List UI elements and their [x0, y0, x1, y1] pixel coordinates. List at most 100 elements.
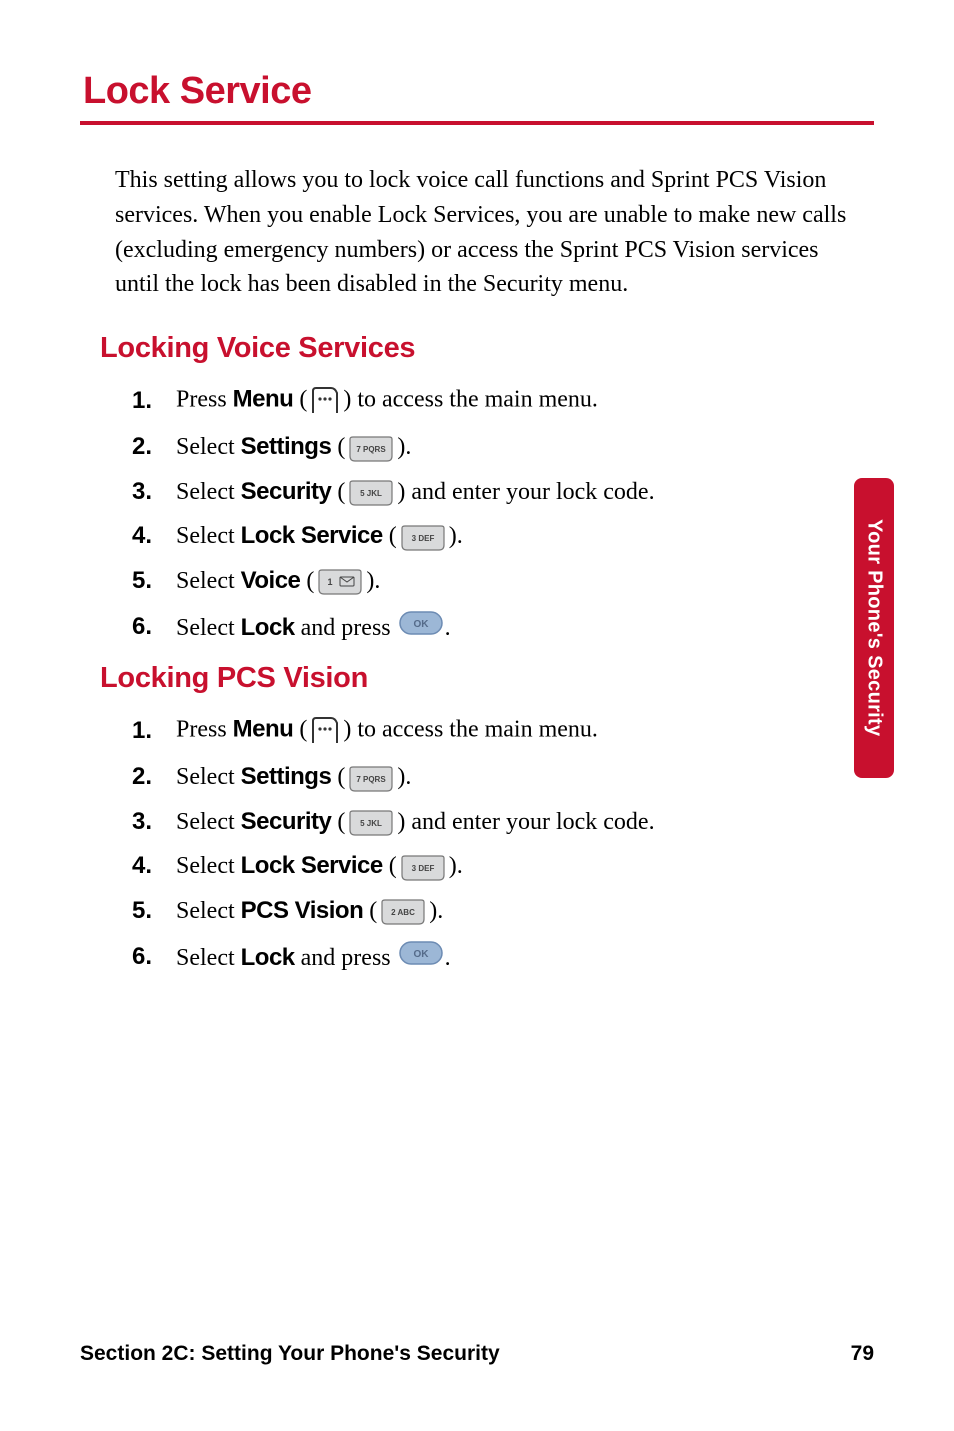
step-pre: Select [176, 945, 241, 971]
step-item: 3.Select Security ( 5 JKL ) and enter yo… [132, 808, 874, 836]
step-number: 1. [132, 717, 164, 745]
step-item: 6. Select Lock and press OK . [132, 941, 874, 972]
step-number: 4. [132, 852, 164, 880]
step-number: 6. [132, 613, 164, 641]
step-item: 5. Select Voice ( 1 ). [132, 567, 874, 595]
step-item: 3. Select Security ( 5 JKL ) and enter yo… [132, 478, 874, 506]
step-tail: ). [397, 434, 411, 460]
step-number: 5. [132, 567, 164, 595]
step-list: 1. Press Menu ( ) to access the main menu… [132, 385, 874, 642]
step-tail: ). [449, 523, 463, 549]
subsection-heading: Locking Voice Services [100, 332, 874, 365]
step-pre: Select [176, 764, 241, 790]
svg-text:5 JKL: 5 JKL [360, 489, 382, 498]
step-item: 1. Press Menu ( ) to access the main menu… [132, 715, 874, 747]
step-pre: Select [176, 853, 241, 879]
step-bold: Voice [241, 567, 301, 594]
paren-open: ( [383, 523, 397, 549]
page-title: Lock Service [83, 70, 874, 113]
phone-key-icon: 3 DEF [399, 525, 447, 551]
svg-text:7 PQRS: 7 PQRS [357, 775, 387, 784]
step-bold: Lock [241, 614, 295, 641]
svg-text:OK: OK [413, 949, 429, 960]
paren-open: ( [331, 764, 345, 790]
footer-section: Section 2C: Setting Your Phone's Securit… [80, 1342, 500, 1366]
step-bold: Lock Service [241, 852, 383, 879]
step-text: Select PCS Vision ( 2 ABC ). [176, 897, 443, 925]
step-bold: Lock Service [241, 522, 383, 549]
paren-open: ( [293, 717, 307, 743]
paren-open: ( [331, 434, 345, 460]
step-tail: ). [429, 898, 443, 924]
subsection-heading: Locking PCS Vision [100, 662, 874, 695]
step-pre: Press [176, 387, 233, 413]
manual-page: Lock Service This setting allows you to … [0, 0, 954, 1431]
svg-text:3 DEF: 3 DEF [411, 534, 434, 543]
step-text: Select Security ( 5 JKL ) and enter your… [176, 478, 655, 506]
step-pre: Select [176, 434, 241, 460]
step-text: Select Security ( 5 JKL ) and enter your… [176, 808, 655, 836]
step-tail: ). [449, 853, 463, 879]
side-tab: Your Phone's Security [854, 478, 894, 778]
svg-text:1: 1 [328, 577, 333, 587]
step-text: Select Lock and press OK . [176, 941, 451, 972]
step-tail: ) and enter your lock code. [397, 809, 654, 835]
step-number: 2. [132, 763, 164, 791]
title-rule [80, 121, 874, 125]
step-tail: ) and enter your lock code. [397, 479, 654, 505]
step-pre: Select [176, 615, 241, 641]
step-text: Select Voice ( 1 ). [176, 567, 380, 595]
paren-open: ( [363, 898, 377, 924]
step-number: 4. [132, 522, 164, 550]
step-number: 6. [132, 943, 164, 971]
step-bold: Settings [241, 763, 332, 790]
step-number: 3. [132, 478, 164, 506]
paren-open: ( [383, 853, 397, 879]
svg-text:7 PQRS: 7 PQRS [357, 445, 387, 454]
step-text: Select Lock Service ( 3 DEF ). [176, 522, 463, 550]
step-item: 6. Select Lock and press OK . [132, 611, 874, 642]
phone-key-icon: 7 PQRS [347, 436, 395, 462]
step-text: Select Settings ( 7 PQRS ). [176, 433, 411, 461]
step-bold: Security [241, 478, 332, 505]
step-text: Select Lock Service ( 3 DEF ). [176, 852, 463, 880]
svg-text:OK: OK [413, 619, 429, 630]
step-mid: and press [295, 615, 397, 641]
side-tab-label: Your Phone's Security [863, 519, 886, 736]
svg-text:2 ABC: 2 ABC [391, 908, 415, 917]
step-text: Press Menu ( ) to access the main menu. [176, 385, 598, 417]
step-pre: Select [176, 479, 241, 505]
step-bold: Menu [233, 716, 294, 743]
step-item: 1. Press Menu ( ) to access the main menu… [132, 385, 874, 417]
step-number: 2. [132, 433, 164, 461]
menu-key-icon [309, 715, 341, 747]
phone-key-icon: 2 ABC [379, 899, 427, 925]
phone-key-icon: 5 JKL [347, 480, 395, 506]
step-tail: ). [397, 764, 411, 790]
step-pre: Select [176, 809, 241, 835]
step-number: 5. [132, 897, 164, 925]
menu-key-icon [309, 385, 341, 417]
step-tail: ). [366, 568, 380, 594]
step-item: 2. Select Settings ( 7 PQRS ). [132, 433, 874, 461]
step-pre: Select [176, 898, 241, 924]
step-pre: Select [176, 568, 241, 594]
step-item: 2. Select Settings ( 7 PQRS ). [132, 763, 874, 791]
step-bold: Menu [233, 386, 294, 413]
phone-key-icon: 1 [316, 569, 364, 595]
step-bold: PCS Vision [241, 897, 364, 924]
step-tail: ) to access the main menu. [343, 387, 598, 413]
paren-open: ( [293, 387, 307, 413]
svg-text:3 DEF: 3 DEF [411, 864, 434, 873]
step-bold: Security [241, 808, 332, 835]
step-tail: . [445, 615, 451, 641]
step-bold: Settings [241, 433, 332, 460]
step-tail: ) to access the main menu. [343, 717, 598, 743]
intro-paragraph: This setting allows you to lock voice ca… [115, 163, 854, 302]
page-footer: Section 2C: Setting Your Phone's Securit… [80, 1342, 874, 1366]
paren-open: ( [331, 479, 345, 505]
step-pre: Press [176, 717, 233, 743]
step-text: Select Lock and press OK . [176, 611, 451, 642]
paren-open: ( [331, 809, 345, 835]
step-number: 1. [132, 387, 164, 415]
